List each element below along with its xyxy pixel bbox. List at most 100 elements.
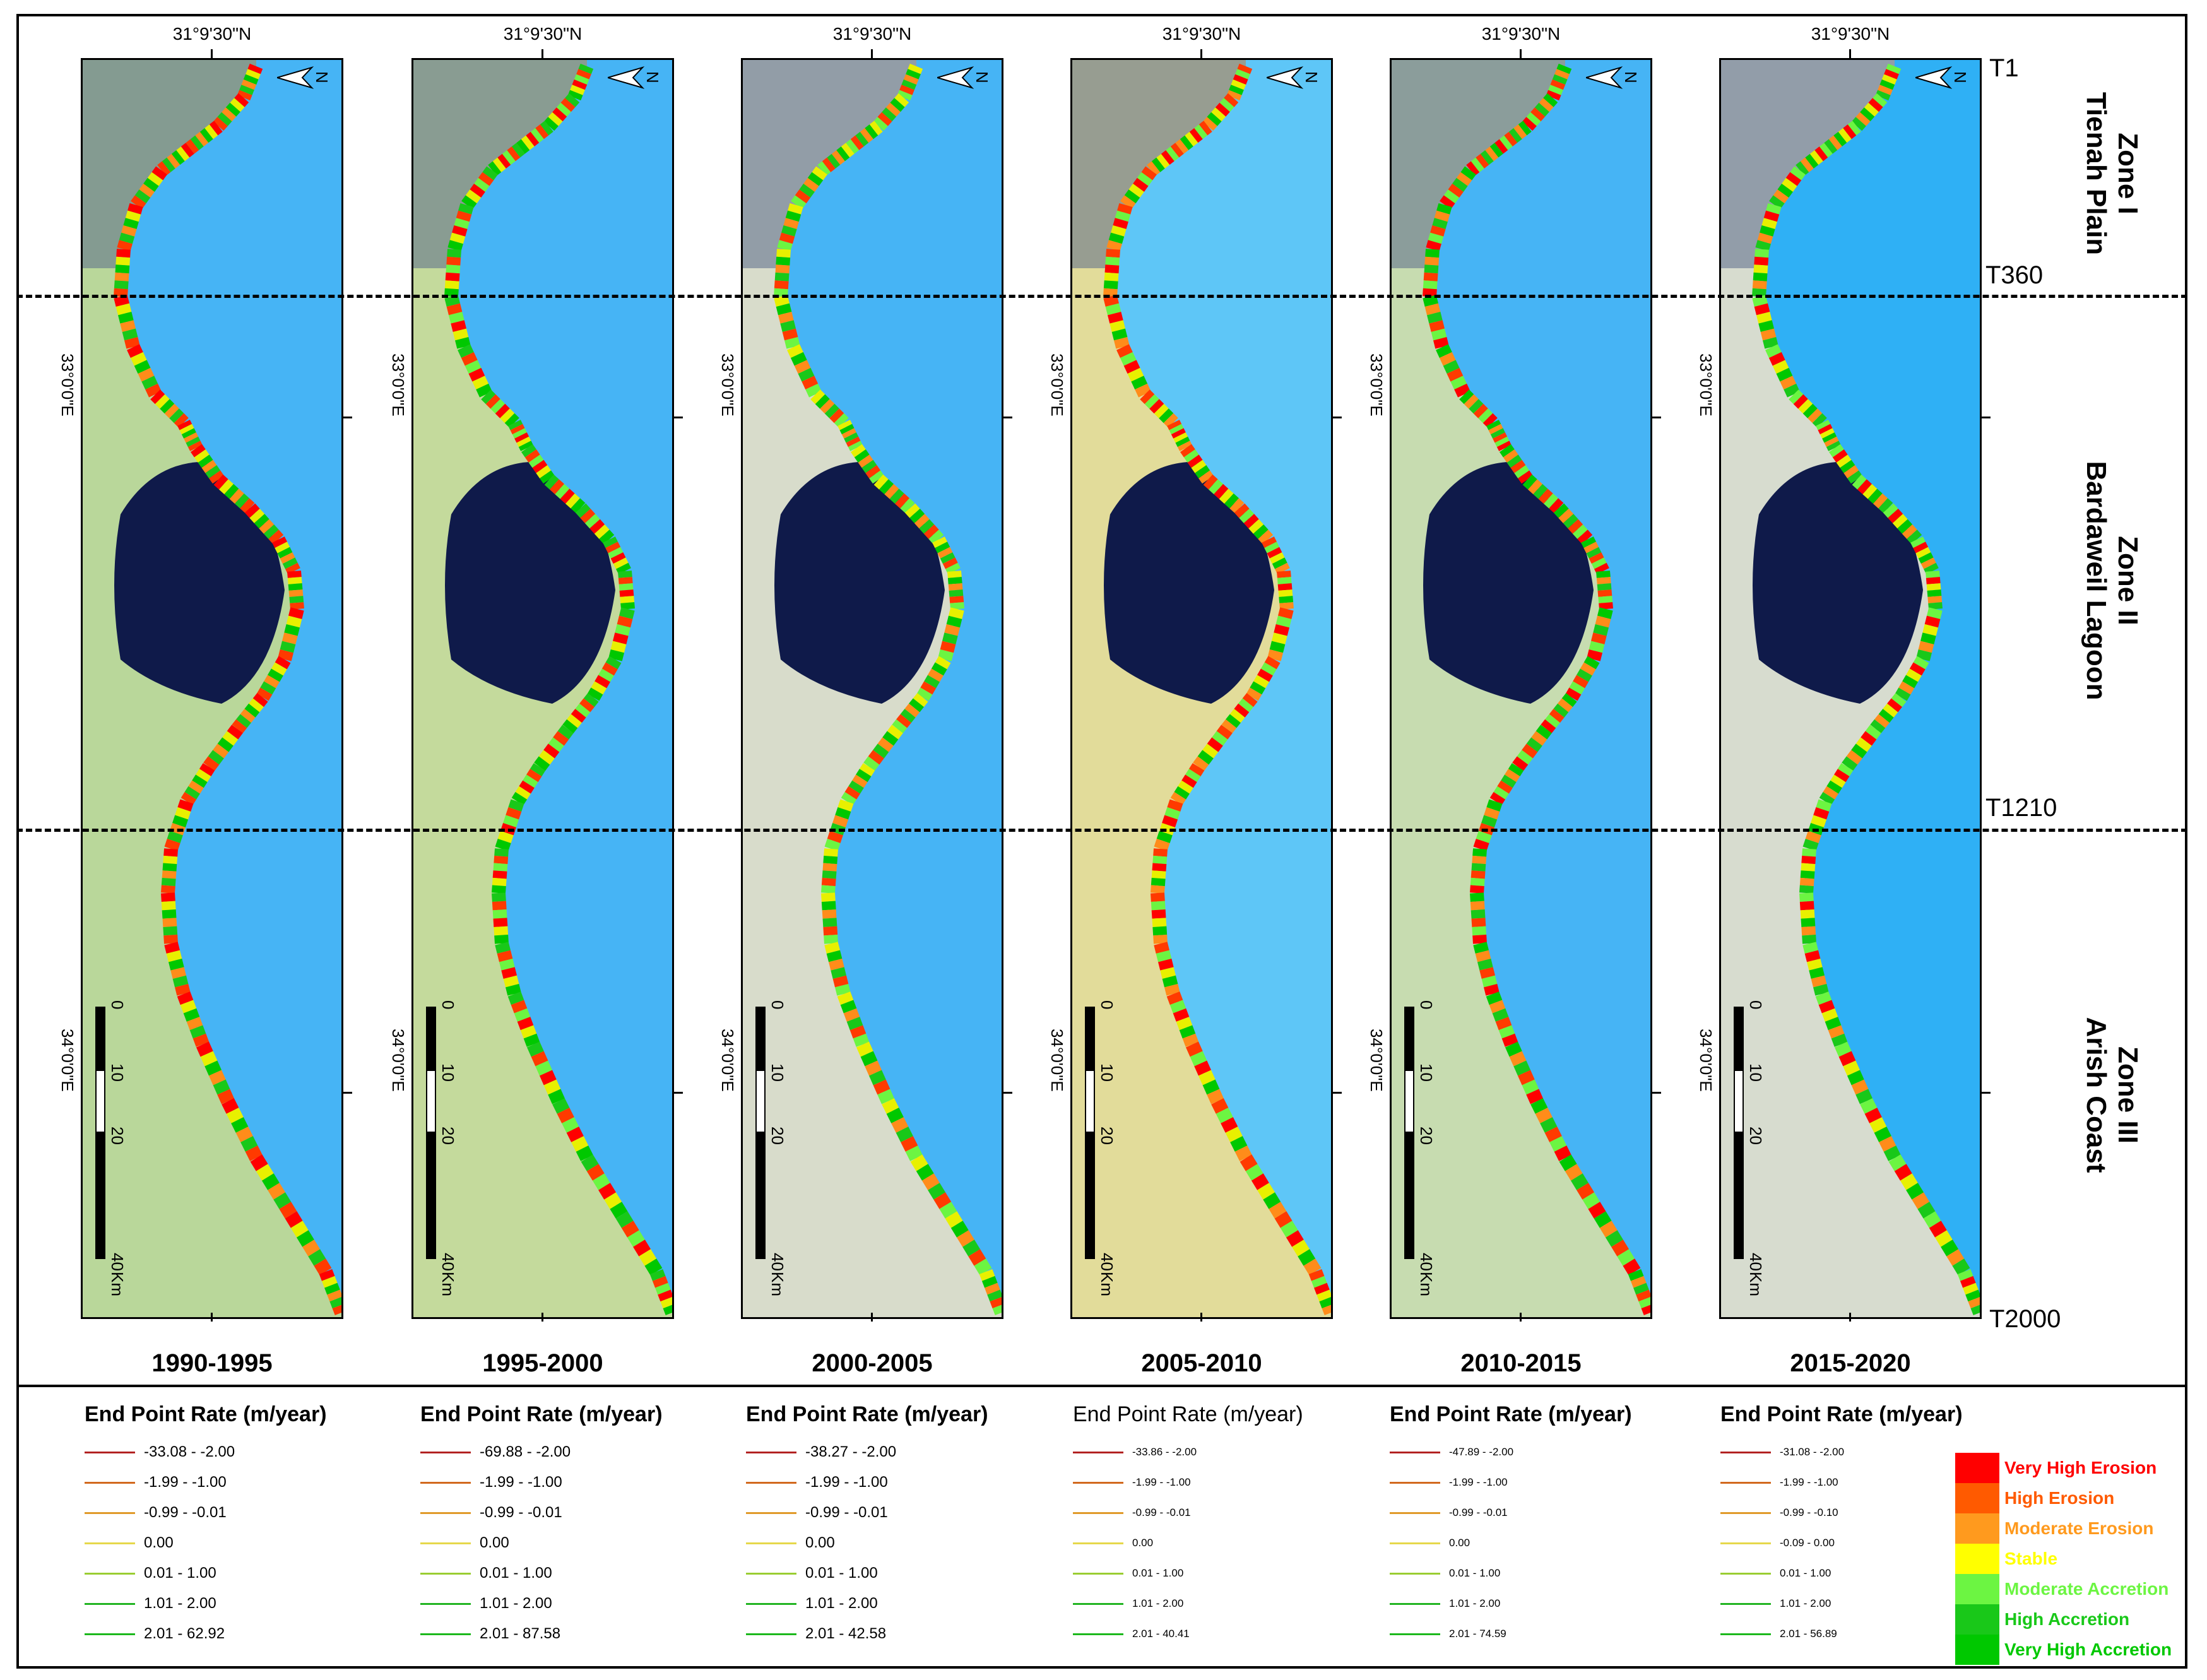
epr-transect-segment bbox=[591, 681, 607, 695]
epr-transect-segment bbox=[852, 774, 868, 788]
epr-transect-segment bbox=[187, 441, 203, 451]
zone-1-label: Zone I Tienah Plain bbox=[2080, 69, 2143, 278]
epr-transect-segment bbox=[608, 547, 624, 559]
epr-transect-segment bbox=[1883, 1145, 1901, 1161]
epr-transect-segment bbox=[1277, 583, 1293, 591]
epr-transect-segment bbox=[826, 950, 843, 962]
epr-transect-segment bbox=[1553, 703, 1569, 718]
epr-transect-segment bbox=[944, 624, 961, 636]
epr-transect-segment bbox=[526, 131, 540, 147]
epr-transect-segment bbox=[605, 541, 621, 553]
epr-transect-segment bbox=[172, 975, 189, 988]
legend-line-symbol bbox=[1073, 1451, 1123, 1453]
epr-transect-segment bbox=[177, 420, 192, 430]
scale-bar-segment bbox=[426, 1133, 436, 1259]
epr-transect-segment bbox=[1483, 983, 1500, 996]
epr-transect-segment bbox=[1234, 1145, 1252, 1161]
period-label: 2015-2020 bbox=[1790, 1349, 1911, 1377]
epr-transect-segment bbox=[1851, 1079, 1869, 1095]
zone-2-label: Zone II Bardaweil Lagoon bbox=[2080, 435, 2143, 726]
epr-transect-segment bbox=[1847, 1070, 1864, 1085]
epr-transect-segment bbox=[444, 295, 461, 307]
epr-transect-segment bbox=[1267, 547, 1282, 559]
scale-bar-tick-label: 10 bbox=[108, 1063, 127, 1082]
epr-transect-segment bbox=[284, 624, 300, 636]
longitude-label: 34°0'0"E bbox=[1367, 1029, 1386, 1092]
epr-transect-segment bbox=[1576, 668, 1592, 682]
epr-transect-segment bbox=[1169, 423, 1184, 435]
epr-transect-segment bbox=[618, 607, 635, 620]
epr-transect-segment bbox=[850, 135, 864, 150]
epr-transect-segment bbox=[183, 1008, 200, 1022]
epr-transect-segment bbox=[514, 1008, 531, 1022]
epr-transect-segment bbox=[1319, 1297, 1331, 1309]
epr-transect-segment bbox=[1267, 649, 1284, 661]
epr-transect-segment bbox=[1486, 799, 1503, 812]
epr-transect-segment bbox=[933, 1192, 952, 1209]
epr-transect-segment bbox=[1127, 367, 1144, 382]
epr-transect-segment bbox=[610, 641, 627, 653]
epr-transect-segment bbox=[882, 731, 899, 746]
epr-transect-segment bbox=[510, 423, 525, 435]
epr-transect-segment bbox=[482, 166, 498, 180]
epr-transect-segment bbox=[244, 703, 260, 718]
epr-transect-segment bbox=[822, 863, 837, 872]
epr-transect-segment bbox=[490, 399, 506, 414]
epr-transect-segment bbox=[940, 641, 956, 653]
epr-transect-segment bbox=[1816, 420, 1831, 430]
epr-transect-segment bbox=[776, 249, 791, 258]
epr-transect-segment bbox=[557, 1108, 574, 1123]
epr-transect-segment bbox=[1809, 150, 1823, 165]
epr-transect-segment bbox=[1466, 161, 1480, 176]
legend-class-label: 1.01 - 2.00 bbox=[480, 1595, 552, 1612]
epr-transect-segment bbox=[1907, 529, 1922, 545]
epr-transect-segment bbox=[1275, 615, 1292, 628]
epr-transect-segment bbox=[1180, 444, 1195, 458]
epr-transect-segment bbox=[1916, 649, 1932, 661]
longitude-label: 33°0'0"E bbox=[718, 353, 737, 417]
scale-bar-segment bbox=[1734, 1007, 1744, 1070]
epr-transect-segment bbox=[167, 831, 183, 843]
epr-transect-segment bbox=[244, 503, 260, 518]
scale-bar-tick-label: 0 bbox=[1746, 1000, 1765, 1010]
scale-bar-segment bbox=[426, 1070, 436, 1133]
transect-label-zone1-end: T360 bbox=[1985, 261, 2044, 289]
epr-transect-segment bbox=[1611, 1239, 1630, 1257]
epr-transect-segment bbox=[1970, 1304, 1980, 1315]
north-label: N bbox=[643, 71, 662, 83]
epr-transect-segment bbox=[125, 210, 141, 222]
scale-bar-tick-label: 10 bbox=[1417, 1063, 1436, 1082]
epr-transect-segment bbox=[1202, 743, 1219, 759]
epr-transect-segment bbox=[1805, 831, 1821, 843]
epr-transect-segment bbox=[209, 121, 223, 136]
epr-transect-segment bbox=[1269, 552, 1285, 564]
scale-bar-segment bbox=[755, 1133, 766, 1259]
epr-transect-segment bbox=[538, 750, 555, 765]
epr-transect-segment bbox=[161, 892, 175, 902]
longitude-tick bbox=[1333, 1092, 1342, 1094]
legend-line-symbol bbox=[1720, 1572, 1771, 1575]
epr-transect-segment bbox=[1322, 1304, 1331, 1315]
epr-transect-segment bbox=[873, 743, 889, 759]
epr-transect-segment bbox=[921, 1173, 940, 1190]
epr-transect-segment bbox=[1769, 195, 1785, 210]
epr-transect-segment bbox=[1269, 1202, 1287, 1219]
epr-transect-segment bbox=[1809, 967, 1825, 979]
epr-transect-segment bbox=[1597, 589, 1612, 597]
epr-transect-segment bbox=[1215, 102, 1230, 117]
epr-transect-segment bbox=[1115, 210, 1131, 222]
epr-transect-segment bbox=[1628, 1269, 1644, 1281]
epr-transect-segment bbox=[1577, 1183, 1595, 1200]
zone-2-name: Zone II bbox=[2112, 536, 2143, 625]
epr-transect-segment bbox=[1929, 1221, 1947, 1238]
epr-transect-segment bbox=[848, 780, 864, 794]
epr-transect-segment bbox=[1878, 85, 1893, 95]
scale-bar-segment bbox=[1734, 1133, 1744, 1259]
legend-class-label: -1.99 - -1.00 bbox=[805, 1474, 888, 1491]
epr-transect-segment bbox=[1763, 210, 1780, 222]
epr-transect-segment bbox=[906, 69, 921, 80]
epr-transect-segment bbox=[968, 1249, 986, 1266]
epr-legend: End Point Rate (m/year) -31.08 - -2.00 -1.… bbox=[1720, 1402, 2011, 1649]
legend-line-symbol bbox=[1720, 1542, 1771, 1544]
epr-transect-segment bbox=[514, 432, 530, 443]
